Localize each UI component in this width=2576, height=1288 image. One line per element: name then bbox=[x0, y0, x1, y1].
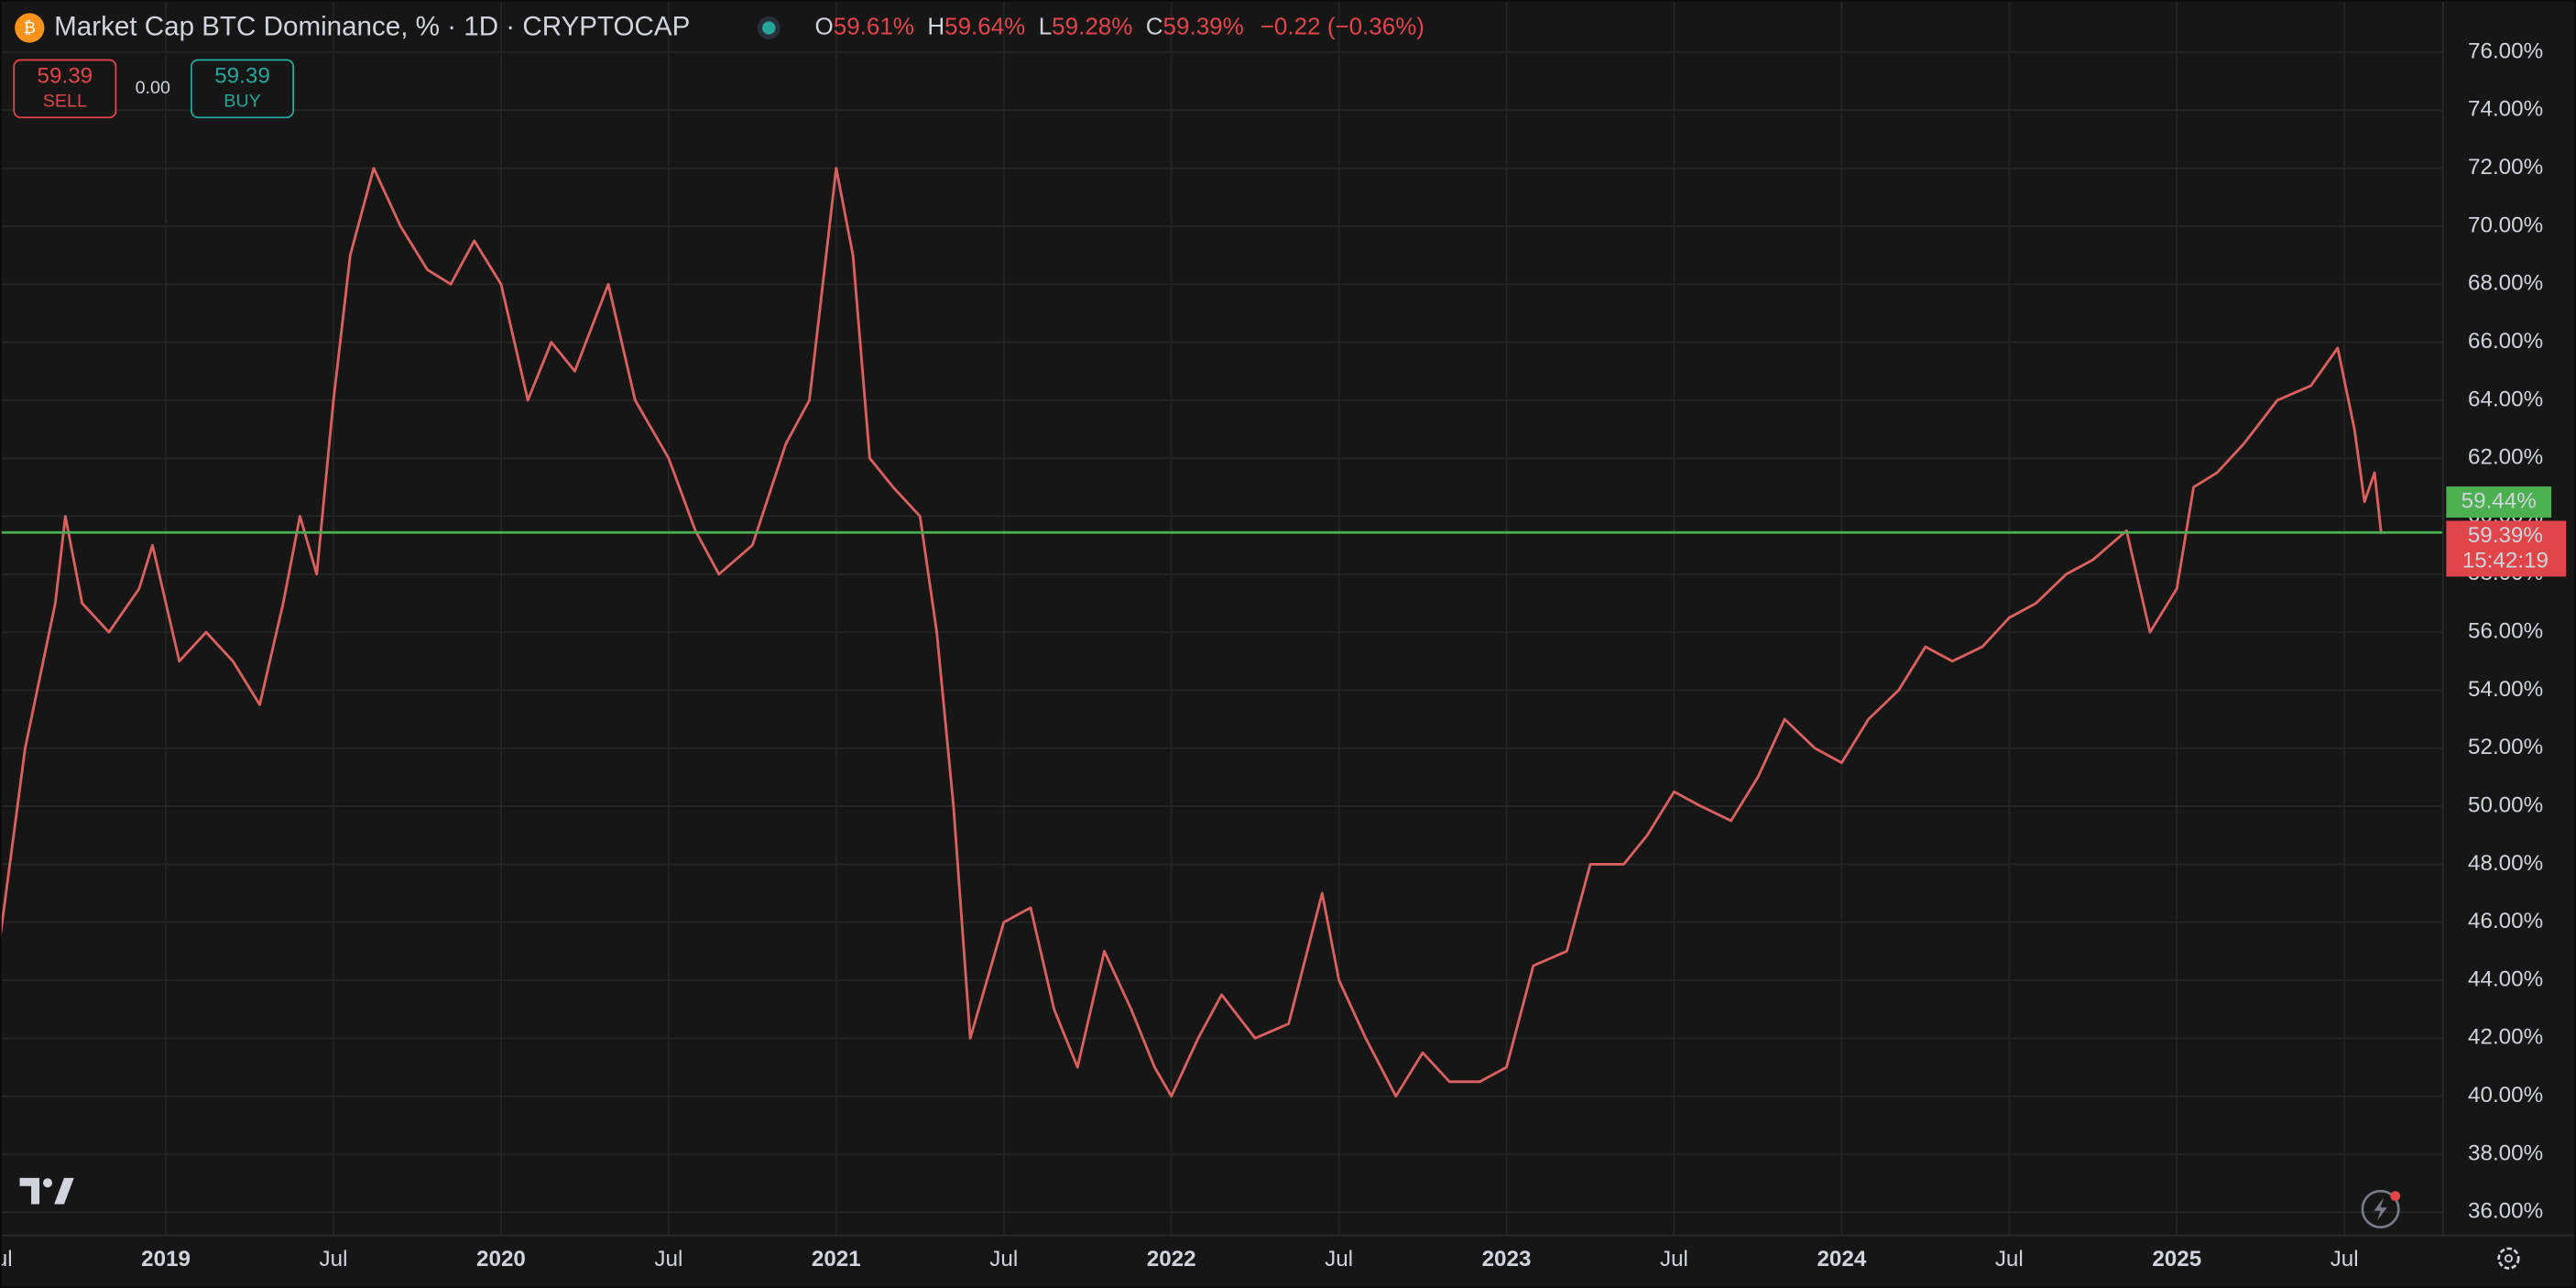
y-tick-label: 68.00% bbox=[2468, 271, 2543, 296]
sell-button[interactable]: 59.39 SELL bbox=[13, 59, 117, 119]
x-tick-label: Jul bbox=[1325, 1247, 1353, 1272]
notification-dot bbox=[2390, 1191, 2401, 1201]
x-tick-label: 2023 bbox=[1482, 1247, 1532, 1272]
x-tick-label: 2022 bbox=[1147, 1247, 1196, 1272]
bid-tag bbox=[2446, 486, 2552, 518]
y-tick-label: 40.00% bbox=[2468, 1083, 2543, 1108]
spread: 0.00 bbox=[136, 78, 170, 98]
y-tick-label: 52.00% bbox=[2468, 735, 2543, 759]
sell-price[interactable]: 59.39 bbox=[38, 64, 93, 89]
ohlc: O59.61% H59.64% L59.28% C59.39% −0.22 (−… bbox=[815, 12, 1424, 39]
x-tick-label: 2020 bbox=[476, 1247, 526, 1272]
last-price-tag bbox=[2446, 520, 2567, 577]
y-tick-label: 46.00% bbox=[2468, 909, 2543, 933]
x-tick-label: 2021 bbox=[812, 1247, 861, 1272]
y-tick-label: 50.00% bbox=[2468, 792, 2543, 817]
gear-center[interactable] bbox=[2504, 1254, 2513, 1263]
ohlc-key: O bbox=[815, 12, 834, 39]
logo-part bbox=[54, 1177, 74, 1205]
y-tick-label: 42.00% bbox=[2468, 1025, 2543, 1050]
x-tick-label: Jul bbox=[1660, 1247, 1688, 1272]
y-tick-label: 74.00% bbox=[2468, 97, 2543, 122]
ohlc-key: C bbox=[1146, 12, 1163, 39]
buy-price[interactable]: 59.39 bbox=[214, 64, 270, 89]
y-tick-label: 36.00% bbox=[2468, 1199, 2543, 1224]
ohlc-key: H bbox=[927, 12, 944, 39]
x-tick-label: Jul bbox=[320, 1247, 348, 1272]
x-tick-label: Jul bbox=[1995, 1247, 2024, 1272]
y-tick-label: 70.00% bbox=[2468, 213, 2543, 237]
tv-logo bbox=[19, 1177, 74, 1205]
gear[interactable] bbox=[2497, 1247, 2520, 1270]
buy-button[interactable]: 59.39 BUY bbox=[191, 59, 295, 119]
x-tick-label: 2025 bbox=[2152, 1247, 2201, 1272]
symbol-glyph: ₿ bbox=[24, 18, 36, 37]
grid bbox=[0, 0, 2443, 1236]
ohlc-value: 59.64% bbox=[944, 12, 1025, 39]
trade-buttons: 59.39 SELL 0.00 59.39 BUY bbox=[13, 59, 295, 119]
logo-part bbox=[42, 1178, 53, 1188]
x-tick-label: Jul bbox=[654, 1247, 682, 1272]
x-tick-label: Jul bbox=[2330, 1247, 2359, 1272]
countdown: 15:42:19 bbox=[2462, 549, 2549, 573]
ohlc-value: 59.61% bbox=[834, 12, 914, 39]
last-price-label: 59.39% bbox=[2468, 523, 2543, 548]
status-dot bbox=[762, 21, 776, 35]
logo-part bbox=[19, 1177, 40, 1205]
y-tick-label: 38.00% bbox=[2468, 1141, 2543, 1165]
x-tick-label: 2019 bbox=[141, 1247, 191, 1272]
y-tick-label: 64.00% bbox=[2468, 387, 2543, 411]
symbol-title: Market Cap BTC Dominance, % · 1D · CRYPT… bbox=[54, 11, 690, 41]
ohlc-key: L bbox=[1039, 12, 1052, 39]
x-tick-label: 2024 bbox=[1817, 1247, 1866, 1272]
y-tick-label: 56.00% bbox=[2468, 619, 2543, 644]
ohlc-value: 59.39% bbox=[1163, 12, 1244, 39]
settings-button[interactable] bbox=[2497, 1247, 2520, 1270]
x-tick-label: Jul bbox=[0, 1247, 13, 1272]
y-tick-label: 66.00% bbox=[2468, 329, 2543, 354]
y-tick-label: 48.00% bbox=[2468, 851, 2543, 876]
lightning-ring[interactable] bbox=[2361, 1189, 2400, 1228]
price-line bbox=[0, 167, 2383, 1098]
change: −0.22 (−0.36%) bbox=[1261, 12, 1424, 39]
plot bbox=[0, 167, 2443, 1098]
y-tick-label: 44.00% bbox=[2468, 966, 2543, 991]
x-tick-label: Jul bbox=[989, 1247, 1018, 1272]
y-tick-label: 72.00% bbox=[2468, 155, 2543, 180]
y-tick-label: 54.00% bbox=[2468, 677, 2543, 702]
buy-box[interactable] bbox=[191, 59, 295, 119]
buy-label[interactable]: BUY bbox=[224, 91, 261, 111]
sell-label[interactable]: SELL bbox=[43, 91, 87, 111]
legend-header: ₿ Market Cap BTC Dominance, % · 1D · CRY… bbox=[15, 11, 1424, 43]
bid-tag-label: 59.44% bbox=[2461, 488, 2537, 513]
y-tick-label: 76.00% bbox=[2468, 38, 2543, 63]
sell-box[interactable] bbox=[13, 59, 117, 119]
y-tick-label: 62.00% bbox=[2468, 445, 2543, 470]
symbol-icon bbox=[15, 13, 45, 43]
lightning-button[interactable] bbox=[2361, 1189, 2401, 1228]
ohlc-value: 59.28% bbox=[1052, 12, 1132, 39]
lightning-icon[interactable] bbox=[2374, 1197, 2387, 1221]
